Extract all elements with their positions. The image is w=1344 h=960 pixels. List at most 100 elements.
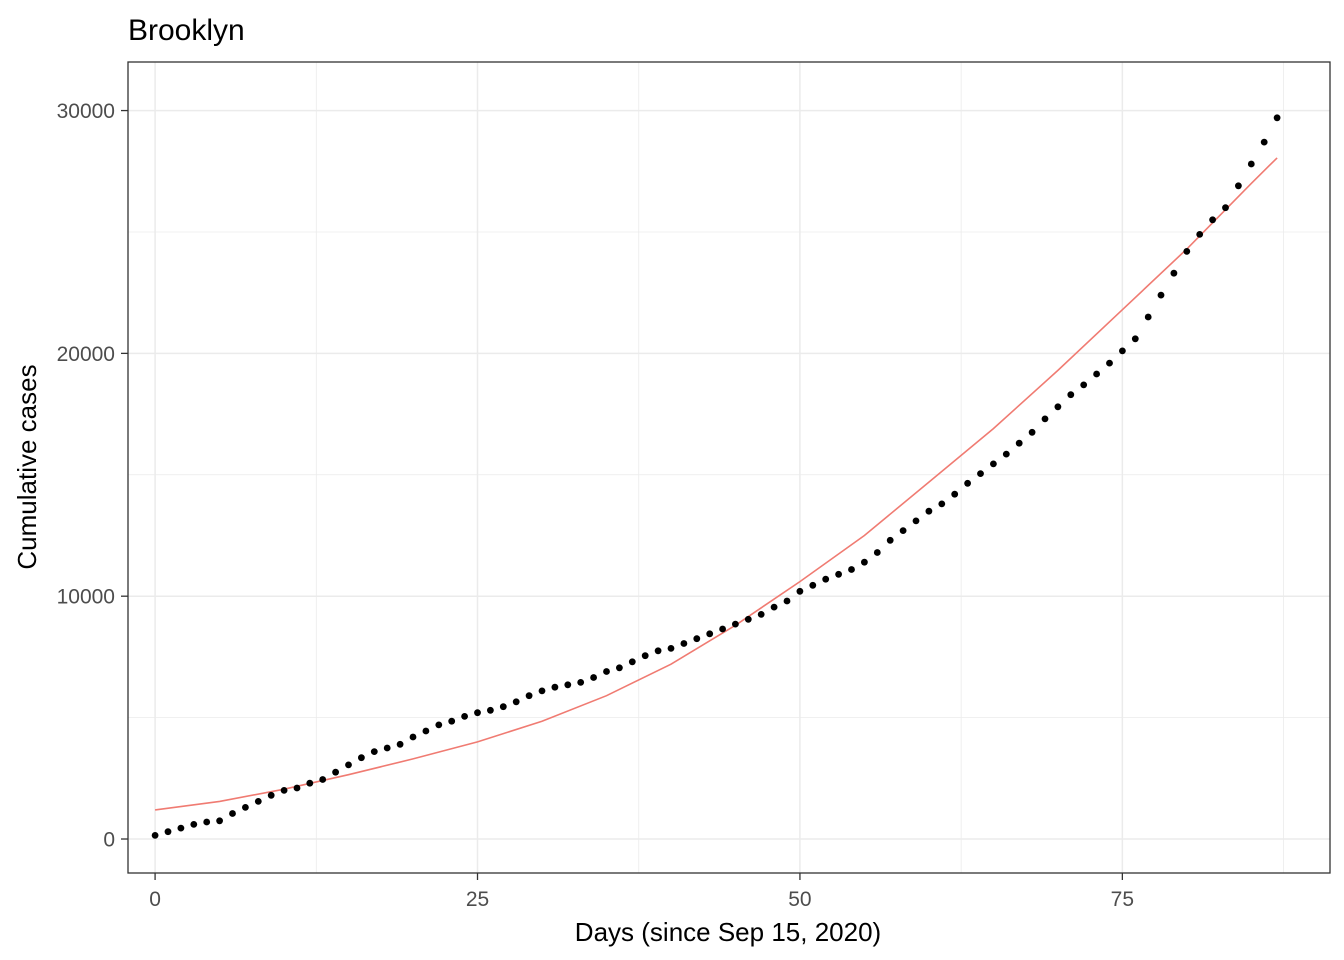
- data-point: [577, 679, 585, 686]
- data-point: [1028, 428, 1036, 436]
- data-point: [977, 470, 984, 477]
- chart-title: Brooklyn: [128, 14, 245, 47]
- data-point: [1106, 359, 1113, 367]
- x-tick-label: 75: [1111, 888, 1134, 911]
- data-point: [1222, 204, 1229, 212]
- data-point: [1131, 335, 1139, 343]
- data-point: [293, 784, 301, 792]
- y-axis-label: Cumulative cases: [12, 364, 42, 569]
- data-point: [822, 575, 830, 583]
- data-point: [448, 717, 456, 725]
- data-point: [306, 779, 314, 787]
- x-tick-labels: 0 25 50 75: [149, 888, 1134, 911]
- minor-gridlines: [128, 62, 1330, 873]
- data-point: [964, 479, 971, 487]
- data-point: [1067, 391, 1075, 399]
- data-point: [229, 810, 236, 817]
- data-point: [1196, 231, 1204, 238]
- points-layer: [151, 114, 1281, 839]
- data-point: [474, 709, 481, 717]
- data-point: [461, 713, 468, 720]
- data-point: [641, 652, 649, 660]
- data-point: [409, 733, 417, 741]
- data-point: [873, 549, 881, 556]
- data-point: [280, 787, 288, 794]
- data-point: [1183, 248, 1191, 255]
- data-point: [383, 744, 391, 752]
- data-point: [809, 581, 817, 589]
- data-point: [938, 500, 946, 508]
- data-point: [435, 721, 443, 729]
- major-gridlines: [128, 62, 1330, 873]
- x-tick-label: 0: [149, 888, 161, 911]
- data-point: [242, 804, 249, 811]
- data-point: [151, 832, 159, 839]
- data-point: [564, 681, 572, 689]
- data-point: [693, 635, 701, 643]
- data-point: [899, 527, 907, 534]
- data-point: [925, 507, 933, 515]
- data-point: [1235, 182, 1242, 190]
- data-point: [1002, 450, 1010, 458]
- data-point: [848, 566, 855, 573]
- data-point: [628, 658, 636, 666]
- data-point: [861, 558, 868, 566]
- data-point: [990, 460, 997, 468]
- data-point: [1157, 291, 1165, 299]
- data-point: [796, 587, 804, 595]
- data-point: [1119, 347, 1126, 355]
- data-point: [667, 645, 675, 652]
- data-point: [512, 698, 520, 706]
- data-point: [422, 727, 430, 735]
- x-axis-label: Days (since Sep 15, 2020): [575, 917, 881, 947]
- data-point: [886, 536, 894, 544]
- data-point: [680, 640, 688, 647]
- y-tick-label: 0: [103, 829, 115, 852]
- data-point: [654, 647, 662, 655]
- data-point: [603, 668, 610, 675]
- data-point: [783, 597, 791, 605]
- data-point: [332, 768, 339, 776]
- y-tick-labels: 0 10000 20000 30000: [57, 100, 115, 851]
- data-point: [319, 776, 327, 783]
- data-point: [345, 761, 352, 769]
- x-tick-label: 50: [788, 888, 811, 911]
- data-point: [358, 754, 365, 762]
- data-point: [770, 603, 778, 611]
- data-point: [1247, 160, 1255, 168]
- data-point: [1080, 381, 1088, 389]
- data-point: [177, 824, 185, 832]
- data-point: [1209, 216, 1216, 224]
- data-point: [396, 740, 404, 748]
- data-point: [164, 828, 172, 836]
- data-point: [370, 748, 378, 755]
- data-point: [254, 798, 262, 805]
- data-point: [487, 706, 494, 714]
- data-point: [757, 611, 765, 618]
- data-point: [1054, 403, 1062, 411]
- data-point: [551, 683, 559, 691]
- data-point: [203, 818, 211, 826]
- data-point: [216, 817, 224, 825]
- data-point: [590, 674, 597, 681]
- data-point: [190, 821, 198, 828]
- data-point: [912, 517, 920, 525]
- data-point: [706, 630, 714, 638]
- data-point: [1041, 415, 1049, 423]
- data-point: [1093, 370, 1100, 378]
- data-point: [525, 692, 533, 700]
- data-point: [1170, 269, 1178, 277]
- panel-border: [127, 61, 1331, 874]
- data-point: [951, 490, 959, 498]
- data-point: [835, 570, 842, 578]
- data-point: [1260, 138, 1268, 146]
- y-tick-label: 10000: [57, 586, 115, 609]
- data-point: [744, 615, 752, 623]
- data-point: [267, 791, 275, 799]
- y-tick-label: 30000: [57, 100, 115, 123]
- data-point: [1273, 114, 1281, 122]
- data-point: [499, 703, 507, 711]
- data-point: [538, 687, 546, 695]
